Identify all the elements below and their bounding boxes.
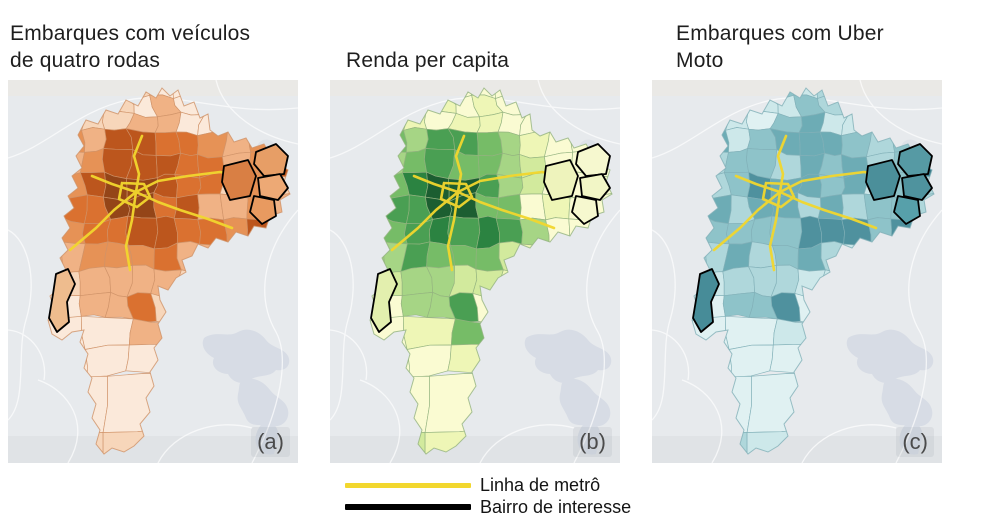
legend-label-bairro: Bairro de interesse bbox=[480, 496, 632, 517]
legend: Linha de metrô Bairro de interesse bbox=[345, 474, 631, 518]
panel-a-title: Embarques com veículos de quatro rodas bbox=[10, 21, 251, 73]
panel-b: Renda per capita (b) bbox=[330, 0, 620, 463]
panel-c-title: Embarques com Uber Moto bbox=[676, 21, 884, 73]
choropleth-map-four-wheel-trips bbox=[8, 80, 298, 463]
panel-c: Embarques com Uber Moto (c) bbox=[652, 0, 942, 463]
choropleth-map-income-per-capita bbox=[330, 80, 620, 463]
interest-district-swatch bbox=[345, 504, 471, 510]
choropleth-map-uber-moto-trips bbox=[652, 80, 942, 463]
panel-a-label: (a) bbox=[251, 427, 290, 457]
metro-line-swatch bbox=[345, 482, 471, 488]
legend-row-bairro: Bairro de interesse bbox=[345, 496, 631, 518]
panel-c-label: (c) bbox=[896, 427, 934, 457]
legend-row-metro: Linha de metrô bbox=[345, 474, 631, 496]
legend-label-metro: Linha de metrô bbox=[480, 474, 601, 495]
panel-b-mapbox: (b) bbox=[330, 80, 620, 463]
panel-b-label: (b) bbox=[573, 427, 612, 457]
panel-a: Embarques com veículos de quatro rodas (… bbox=[8, 0, 298, 463]
panel-c-mapbox: (c) bbox=[652, 80, 942, 463]
panel-a-mapbox: (a) bbox=[8, 80, 298, 463]
panel-b-title: Renda per capita bbox=[346, 49, 510, 73]
